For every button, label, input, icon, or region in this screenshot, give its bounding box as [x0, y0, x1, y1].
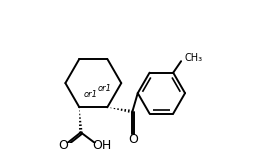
Text: OH: OH [92, 139, 111, 152]
Text: CH₃: CH₃ [185, 53, 203, 63]
Text: O: O [59, 140, 69, 152]
Text: or1: or1 [83, 90, 97, 99]
Text: or1: or1 [98, 84, 112, 93]
Text: O: O [128, 133, 138, 146]
